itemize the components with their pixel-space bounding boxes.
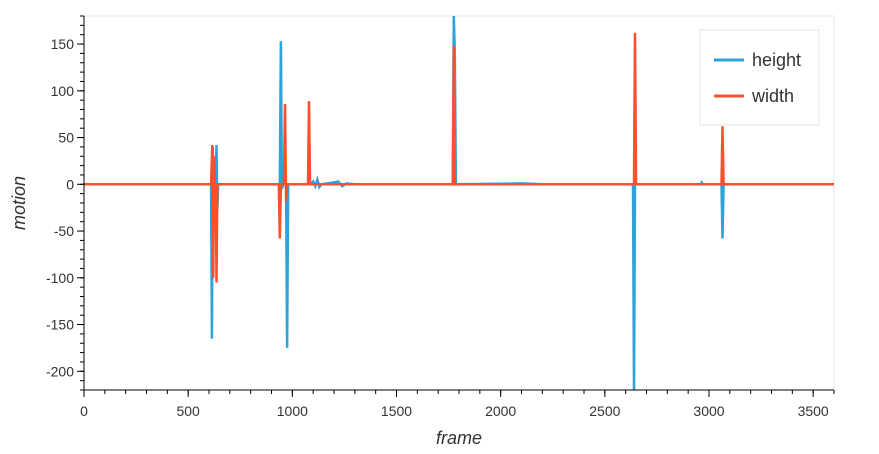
x-tick-label: 500 (176, 403, 200, 419)
x-tick-label: 2000 (485, 403, 516, 419)
legend: height width (699, 29, 820, 126)
y-tick-label: 50 (58, 130, 74, 146)
y-tick-label: -100 (46, 270, 74, 286)
x-tick-label: 3000 (693, 403, 724, 419)
x-tick-label: 3500 (798, 403, 829, 419)
y-tick-label: 100 (51, 83, 75, 99)
y-tick-label: 150 (51, 36, 75, 52)
series-line-height (84, 16, 834, 390)
x-tick-label: 0 (80, 403, 88, 419)
series-line-width (84, 32, 834, 283)
y-tick-label: -50 (54, 223, 74, 239)
y-axis-label: motion (9, 176, 29, 230)
axes-layer: 0 500 1000 1500 2000 2500 3000 3500150100500-50… (46, 15, 835, 419)
y-tick-label: 0 (66, 176, 74, 192)
y-tick-label: -150 (46, 317, 74, 333)
legend-box (699, 29, 820, 126)
x-tick-label: 1000 (277, 403, 308, 419)
legend-label-height: height (752, 50, 801, 70)
series-layer (84, 16, 834, 390)
x-axis-label: frame (436, 428, 482, 448)
legend-label-width: width (751, 86, 794, 106)
x-tick-label: 2500 (589, 403, 620, 419)
y-tick-label: -200 (46, 363, 74, 379)
x-tick-label: 1500 (381, 403, 412, 419)
